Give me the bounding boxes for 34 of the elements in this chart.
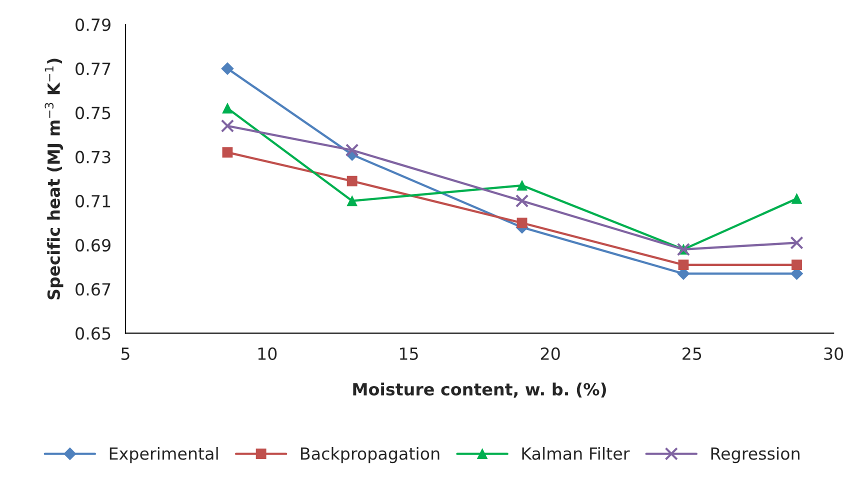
point (516, 218, 528, 228)
point (222, 103, 233, 114)
point (346, 176, 358, 186)
legend-label: Kalman Filter (522, 446, 630, 460)
x-axis-title: Moisture content, w. b. (%) (353, 382, 606, 398)
point (792, 193, 802, 204)
point (346, 196, 358, 206)
point (516, 180, 528, 191)
y-tick-label: 0.71 (76, 194, 110, 208)
y-tick-label: 0.79 (76, 18, 110, 32)
point (792, 260, 802, 270)
point (790, 236, 804, 250)
x-tick-label: 5 (121, 348, 130, 360)
x-tick-label: 10 (258, 347, 277, 360)
x-tick-label: 30 (824, 347, 844, 360)
point (515, 194, 529, 208)
x-tick-label: 15 (400, 348, 418, 360)
point (221, 62, 234, 75)
legend-label: Backpropagation (301, 446, 440, 464)
point (678, 260, 689, 270)
legend-label: Regression (711, 446, 800, 464)
y-tick-label: 0.69 (76, 238, 110, 252)
legend-label: Experimental (110, 446, 218, 464)
y-tick-label: 0.67 (76, 283, 110, 296)
point (220, 119, 234, 133)
point (345, 144, 359, 157)
y-tick-label: 0.65 (76, 327, 110, 340)
x-tick-label: 25 (682, 347, 702, 360)
y-tick-label: 0.73 (76, 150, 110, 164)
y-axis-title: Specific heat (MJ m$^{−3}$ K$^{−1}$) (44, 58, 64, 300)
y-tick-label: 0.75 (76, 106, 110, 120)
point (222, 147, 233, 158)
y-tick-label: 0.77 (76, 62, 110, 76)
x-tick-label: 20 (540, 347, 560, 360)
